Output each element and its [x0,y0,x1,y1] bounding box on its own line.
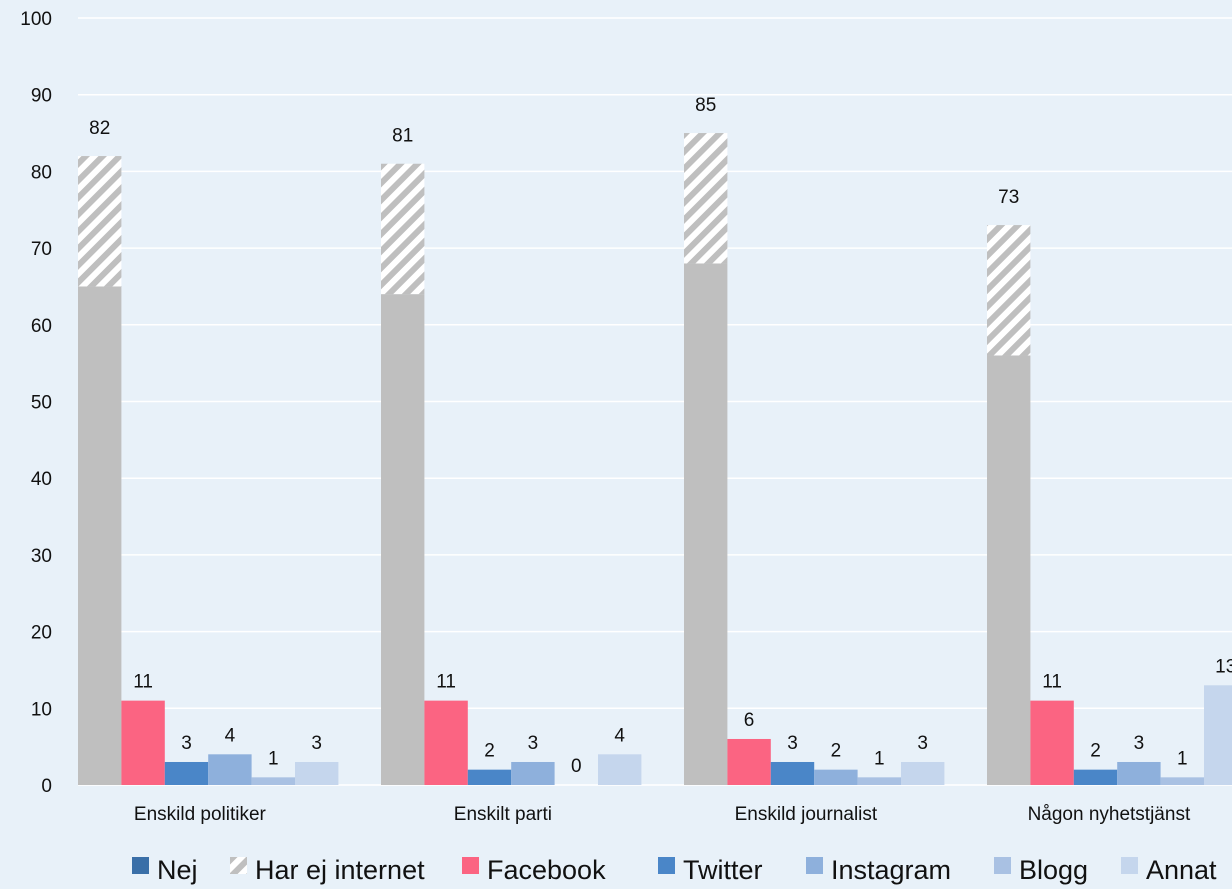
bar-facebook [424,700,468,785]
bar-facebook [121,700,165,785]
bar-blogg [857,777,901,785]
y-tick-label: 90 [31,86,52,107]
legend-label-instagram: Instagram [831,855,951,885]
data-label-annat: 3 [917,733,928,754]
data-label-facebook: 11 [436,672,456,693]
category-label: Enskild journalist [735,804,878,825]
data-label-facebook: 11 [133,672,153,693]
legend-label-facebook: Facebook [487,855,606,885]
bar-twitter [164,761,209,785]
legend-swatch-instagram [806,857,823,874]
y-tick-label: 70 [31,239,52,260]
bar-blogg [251,777,295,785]
bar-nej [684,263,728,785]
y-axis: 0 10 20 30 40 50 60 70 80 90 100 [20,9,52,797]
data-label-instagram: 3 [528,733,539,754]
bar-annat [1204,685,1232,785]
bars [78,133,1232,785]
bar-instagram [511,761,555,785]
legend-label-annat: Annat [1146,855,1217,885]
data-label-twitter: 2 [484,741,495,762]
legend-swatch-nej [132,857,149,874]
bar-nej [381,294,425,785]
y-tick-label: 80 [31,162,52,183]
data-label-annat: 4 [614,725,625,746]
category-label: Någon nyhetstjänst [1028,804,1191,825]
bar-annat [901,761,945,785]
bar-har-ej-internet [381,163,425,295]
bar-instagram [1117,761,1161,785]
data-label-twitter: 3 [787,733,798,754]
legend-swatch-har-ej-internet [230,857,247,874]
data-label-blogg: 0 [571,756,582,777]
bar-har-ej-internet [684,133,728,264]
y-tick-label: 60 [31,316,52,337]
legend-label-har-ej-internet: Har ej internet [255,855,425,885]
y-tick-label: 0 [41,776,52,797]
bar-annat [598,754,642,785]
bar-blogg [1160,777,1204,785]
y-tick-label: 10 [31,699,52,720]
y-tick-label: 100 [20,9,52,30]
bar-annat [295,761,339,785]
bar-twitter [1073,769,1118,785]
stack-total-label: 81 [392,126,413,147]
stack-total-label: 82 [89,118,110,139]
gridlines [78,17,1232,786]
bar-har-ej-internet [987,225,1031,356]
legend-swatch-blogg [994,857,1011,874]
bar-instagram [814,769,858,785]
data-label-instagram: 2 [831,741,842,762]
bar-facebook [1030,700,1074,785]
y-tick-label: 40 [31,469,52,490]
legend-label-nej: Nej [157,855,198,885]
legend-label-blogg: Blogg [1019,855,1088,885]
legend: Nej Har ej internet Facebook Twitter Instagr… [132,855,1217,885]
data-label-instagram: 4 [225,725,236,746]
y-tick-label: 20 [31,623,52,644]
stack-total-label: 85 [695,95,716,116]
legend-swatch-facebook [462,857,479,874]
bar-twitter [467,769,512,785]
data-label-facebook: 11 [1042,672,1062,693]
category-label: Enskilt parti [454,804,552,825]
legend-swatch-annat [1121,857,1138,874]
x-axis: Enskild politiker Enskilt parti Enskild jo… [134,804,1191,825]
data-label-annat: 13 [1215,656,1232,677]
data-label-facebook: 6 [744,710,755,731]
bar-har-ej-internet [78,156,122,287]
data-label-instagram: 3 [1134,733,1145,754]
y-tick-label: 30 [31,546,52,567]
bar-facebook [727,738,771,785]
data-label-blogg: 1 [874,748,885,769]
data-label-twitter: 2 [1090,741,1101,762]
bar-instagram [208,754,252,785]
bar-nej [987,355,1031,785]
bar-nej [78,286,122,785]
stack-total-label: 73 [998,187,1019,208]
category-label: Enskild politiker [134,804,267,825]
data-label-blogg: 1 [268,748,279,769]
bar-twitter [770,761,815,785]
data-label-twitter: 3 [181,733,192,754]
data-label-blogg: 1 [1177,748,1188,769]
legend-label-twitter: Twitter [683,855,763,885]
legend-swatch-twitter [658,857,675,874]
y-tick-label: 50 [31,393,52,414]
data-label-annat: 3 [311,733,322,754]
